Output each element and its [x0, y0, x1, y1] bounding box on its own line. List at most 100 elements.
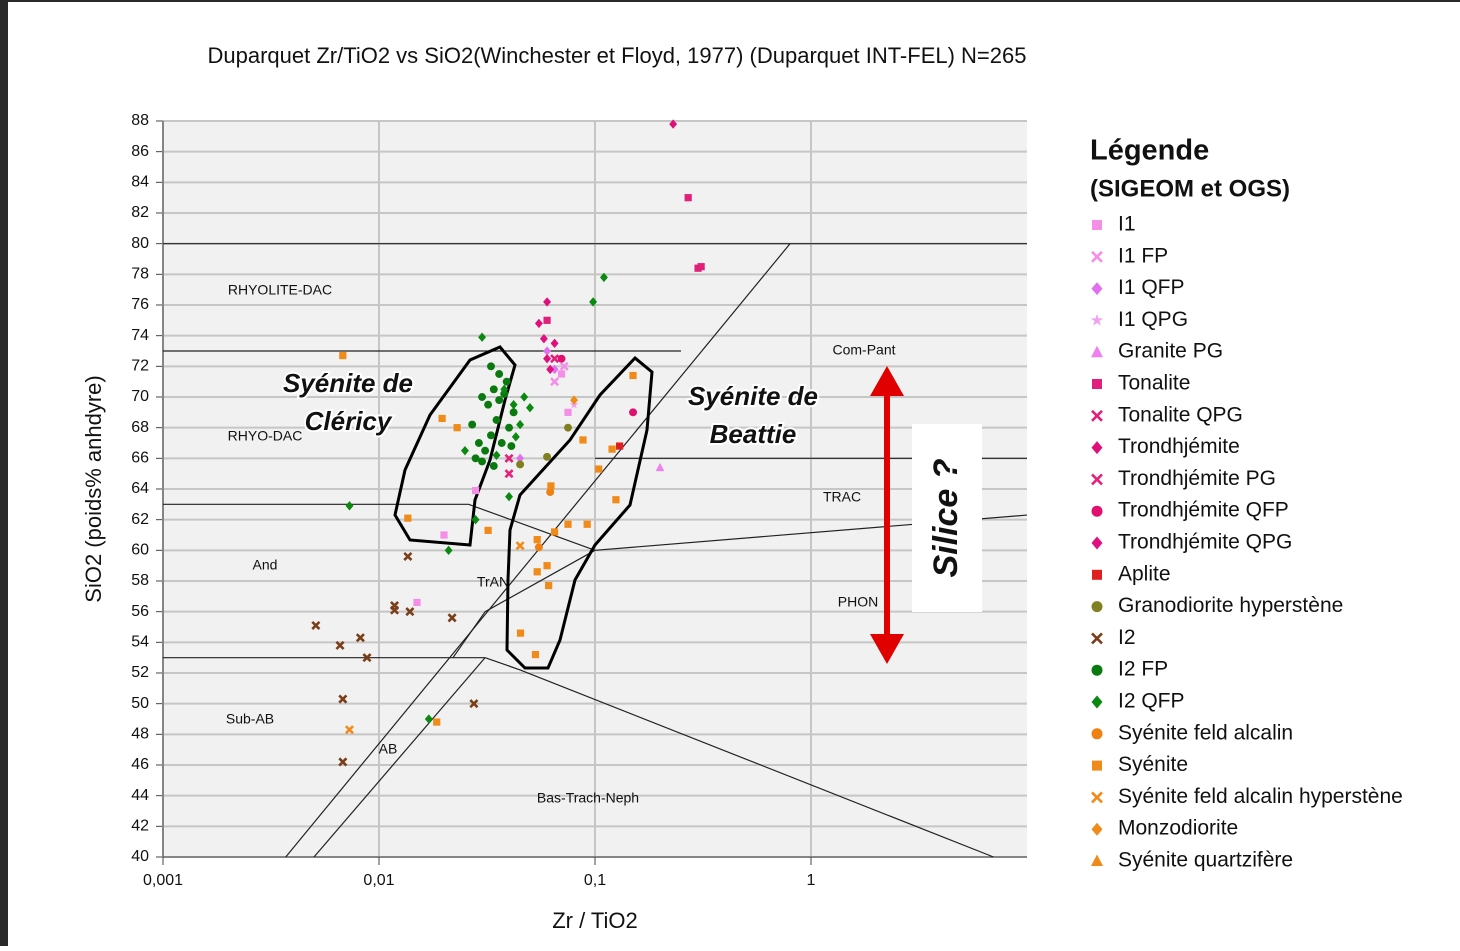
y-tick-label: 70	[131, 388, 149, 405]
point	[471, 486, 480, 495]
point	[413, 598, 421, 607]
point	[669, 119, 678, 129]
point	[516, 453, 525, 464]
point	[481, 446, 490, 455]
y-tick-label: 50	[131, 695, 149, 712]
field-boundary	[452, 549, 596, 659]
x-tick-label: 0,01	[363, 872, 394, 889]
y-tick-label: 58	[131, 572, 149, 589]
marker	[1091, 409, 1103, 422]
points	[311, 119, 705, 767]
y-tick-label: 66	[131, 450, 149, 467]
field-boundary	[313, 657, 486, 858]
point	[570, 395, 579, 405]
point	[599, 272, 608, 283]
point	[534, 318, 543, 329]
point	[404, 514, 412, 522]
point	[362, 653, 372, 663]
marker	[1092, 760, 1102, 771]
point	[516, 629, 525, 637]
point	[516, 419, 525, 430]
legend: I1 I1 FP I1 QFP I1 QPG Granite PG Tonalite Ton…	[1090, 213, 1403, 872]
point	[338, 694, 348, 704]
field-label: AB	[379, 741, 398, 757]
y-tick-label: 74	[131, 327, 149, 344]
point	[550, 338, 559, 349]
point	[543, 452, 552, 461]
point	[533, 536, 541, 544]
legend-label: Granodiorite hyperstène	[1118, 594, 1343, 617]
legend-label: Syénite quartzifère	[1118, 849, 1293, 872]
point	[534, 543, 543, 552]
y-tick-label: 88	[131, 112, 149, 129]
field-label: And	[253, 557, 278, 573]
y-tick-label: 72	[131, 358, 149, 375]
marker	[1091, 473, 1103, 486]
point	[655, 462, 665, 472]
point	[502, 377, 511, 386]
legend-label: I2	[1118, 626, 1136, 649]
marker	[1092, 379, 1102, 389]
y-tick-label: 46	[131, 756, 149, 773]
y-tick-label: 62	[131, 511, 149, 528]
annotation: Syénite de	[283, 368, 413, 398]
y-tick-label: 84	[131, 174, 149, 191]
point	[543, 316, 551, 324]
field-boundary	[484, 657, 994, 858]
point	[403, 551, 413, 561]
point	[444, 545, 453, 556]
legend-label: Syénite	[1118, 753, 1188, 776]
point	[543, 353, 552, 364]
marker	[1092, 569, 1102, 580]
point	[564, 520, 572, 528]
point	[478, 393, 487, 401]
marker	[1090, 313, 1104, 326]
arrow-head	[870, 366, 904, 396]
y-tick-label: 44	[131, 787, 149, 804]
point	[515, 541, 525, 551]
point	[495, 396, 504, 405]
point	[500, 384, 509, 395]
point	[497, 439, 506, 447]
marker	[1091, 854, 1103, 866]
marker	[1091, 250, 1103, 263]
point	[433, 718, 441, 726]
field-label: RHYO-DAC	[228, 428, 303, 444]
field-label: Bas-Trach-Neph	[537, 790, 639, 806]
point	[612, 496, 620, 504]
y-tick-label: 60	[131, 542, 149, 559]
y-tick-label: 54	[131, 634, 149, 651]
point	[335, 640, 345, 650]
legend-label: Tonalite	[1118, 372, 1190, 395]
fields: RHYOLITE-DAC RHYO-DAC And Sub-AB AB TrAN Bas-T…	[163, 243, 1028, 858]
point	[543, 562, 551, 570]
chart-title: Duparquet Zr/TiO2 vs SiO2(Winchester et …	[207, 43, 1026, 68]
x-tick-label: 0,001	[143, 872, 183, 889]
point	[684, 194, 692, 202]
point	[405, 607, 415, 617]
point	[531, 651, 540, 659]
legend-label: Tonalite QPG	[1118, 403, 1243, 426]
point	[495, 370, 504, 378]
legend-label: Aplite	[1118, 562, 1171, 585]
point	[478, 457, 487, 466]
y-tick-label: 82	[131, 204, 149, 221]
point	[545, 582, 553, 590]
point	[474, 439, 483, 447]
y-tick-label: 80	[131, 235, 149, 252]
point	[505, 491, 514, 502]
point	[511, 432, 520, 442]
point	[438, 414, 446, 423]
field-label: TRAC	[823, 489, 861, 505]
point	[526, 403, 534, 413]
point	[595, 465, 603, 473]
point	[557, 370, 566, 378]
point	[629, 371, 637, 380]
marker	[1091, 601, 1103, 613]
point	[546, 364, 555, 375]
beattie-outline	[505, 355, 654, 670]
point	[440, 531, 448, 539]
legend-label: I1 FP	[1118, 244, 1168, 267]
legend-label: Monzodiorite	[1118, 817, 1238, 840]
marker	[1091, 822, 1103, 836]
